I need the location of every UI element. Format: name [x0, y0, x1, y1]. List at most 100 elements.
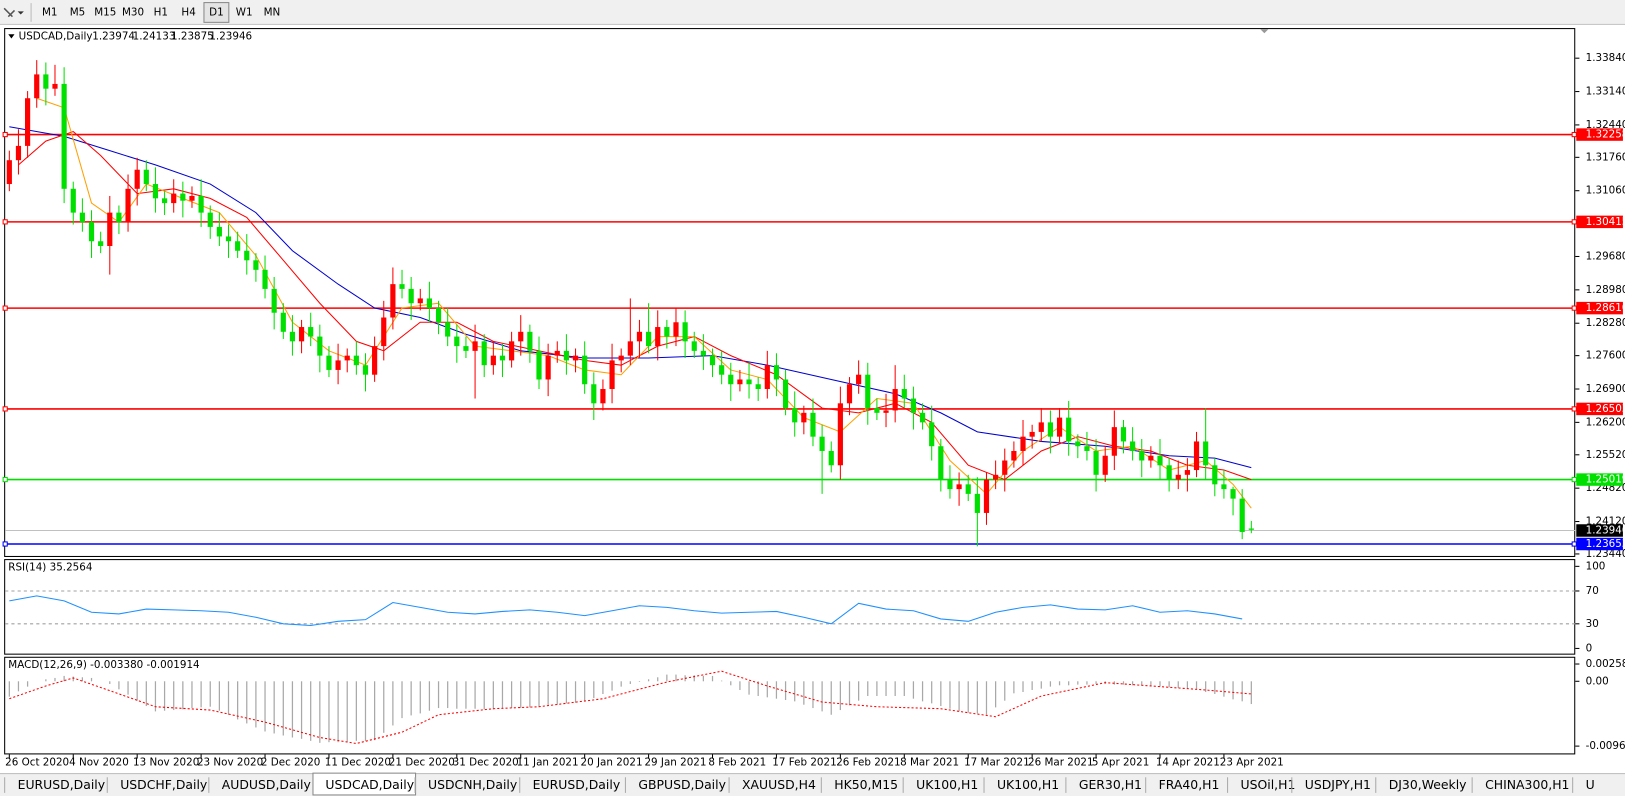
candle-body	[956, 484, 962, 490]
candle-body	[445, 322, 451, 337]
timeframe-button[interactable]: MN	[264, 6, 281, 18]
candle-body	[929, 422, 935, 447]
tab[interactable]: XAUUSD,H4	[742, 777, 816, 792]
y-tick-label: 1.25520	[1586, 449, 1625, 461]
timeframe-button[interactable]: W1	[236, 6, 253, 18]
shift-marker	[1260, 29, 1269, 34]
candle-body	[481, 341, 487, 366]
x-tick-label: 29 Jan 2021	[644, 757, 706, 769]
candle-body	[563, 350, 569, 361]
candle-body	[161, 198, 168, 204]
tab[interactable]: USDJPY,H1	[1305, 777, 1371, 792]
candle-body	[1084, 446, 1090, 451]
candle-body	[225, 236, 232, 242]
x-tick-label: 20 Jan 2021	[581, 757, 643, 769]
candle-body	[43, 74, 49, 89]
candle-body	[919, 412, 926, 423]
current-price-label: 1.23946	[1586, 524, 1625, 536]
candle-body	[454, 336, 460, 347]
tab[interactable]: U	[1586, 777, 1595, 792]
candle-body	[79, 212, 85, 223]
timeframe-button[interactable]: M15	[94, 6, 116, 18]
candle-body	[938, 446, 944, 480]
candle-body	[682, 322, 688, 342]
candle-body	[390, 284, 396, 318]
candle-body	[856, 374, 862, 385]
x-tick-label: 26 Feb 2021	[836, 757, 900, 769]
x-tick-label: 21 Dec 2020	[389, 757, 455, 769]
candle-body	[216, 226, 222, 237]
candle-body	[536, 350, 542, 380]
candle-body	[746, 379, 752, 385]
toolbar	[0, 0, 1625, 25]
candle-body	[1221, 484, 1227, 490]
candle-body	[1239, 498, 1245, 533]
dropdown-arrow[interactable]	[17, 11, 24, 15]
x-tick-label: 17 Mar 2021	[964, 757, 1030, 769]
tab[interactable]: HK50,M15	[834, 777, 898, 792]
level-label: 1.32258	[1586, 129, 1625, 141]
candle-body	[509, 341, 515, 361]
candle-body	[1020, 436, 1026, 451]
candle-body	[125, 188, 131, 223]
candle-body	[1038, 422, 1044, 432]
x-tick-label: 13 Nov 2020	[133, 757, 199, 769]
timeframe-button[interactable]: H4	[181, 6, 196, 18]
level-label: 1.23653	[1586, 538, 1625, 550]
candle-body	[572, 355, 579, 361]
tab[interactable]: GER30,H1	[1079, 777, 1142, 792]
high-label: 1.24133	[133, 30, 176, 42]
tab[interactable]: USDCNH,Daily	[428, 777, 517, 792]
candle-body	[947, 479, 953, 490]
main-pane	[4, 28, 1576, 557]
candle-body	[1175, 474, 1181, 480]
candle-body	[152, 184, 159, 199]
tab[interactable]: CHINA300,H1	[1485, 777, 1569, 792]
tab[interactable]: USDCAD,Daily	[325, 777, 414, 792]
x-tick-label: 11 Dec 2020	[325, 757, 391, 769]
candle-body	[207, 212, 213, 227]
candle-body	[819, 436, 825, 451]
candle-body	[499, 355, 506, 361]
candle-body	[591, 384, 597, 404]
candle-body	[910, 398, 917, 413]
tab[interactable]: DJ30,Weekly	[1389, 777, 1467, 792]
tab[interactable]: USOil,H1	[1241, 777, 1296, 792]
y-tick-label: 1.23440	[1586, 548, 1625, 560]
symbol-label: USDCAD,Daily	[19, 30, 93, 42]
timeframe-button[interactable]: M5	[70, 6, 86, 18]
tab[interactable]: UK100,H1	[916, 777, 978, 792]
timeframe-button[interactable]: M1	[42, 6, 58, 18]
level-handle	[2, 305, 8, 311]
tab[interactable]: EURUSD,Daily	[18, 777, 105, 792]
candle-body	[582, 355, 588, 385]
timeframe-button[interactable]: M30	[122, 6, 144, 18]
y-tick-label: 1.26900	[1586, 383, 1625, 395]
candle-body	[554, 350, 560, 356]
candle-body	[490, 355, 496, 366]
candle-body	[1212, 465, 1218, 485]
tab[interactable]: GBPUSD,Daily	[638, 777, 726, 792]
candle-body	[837, 403, 843, 466]
y-tick-label: 1.31760	[1586, 151, 1625, 163]
tab[interactable]: AUDUSD,Daily	[222, 777, 311, 792]
y-tick-label: 1.33840	[1586, 52, 1625, 64]
x-tick-label: 11 Jan 2021	[517, 757, 579, 769]
candle-body	[764, 365, 770, 390]
timeframe-button[interactable]: H1	[154, 6, 168, 18]
candle-body	[335, 360, 341, 370]
tool-icon[interactable]	[3, 7, 16, 18]
candle-body	[810, 412, 816, 437]
candle-body	[52, 83, 58, 89]
candle-body	[107, 212, 113, 246]
tab[interactable]: USDCHF,Daily	[120, 777, 207, 792]
tab[interactable]: FRA40,H1	[1159, 777, 1220, 792]
candle-body	[244, 250, 250, 261]
candle-body	[408, 288, 414, 304]
tab[interactable]: EURUSD,Daily	[533, 777, 620, 792]
tab[interactable]: UK100,H1	[997, 777, 1059, 792]
timeframe-button[interactable]: D1	[209, 6, 224, 18]
candle-body	[719, 365, 725, 375]
candle-body	[655, 327, 661, 347]
